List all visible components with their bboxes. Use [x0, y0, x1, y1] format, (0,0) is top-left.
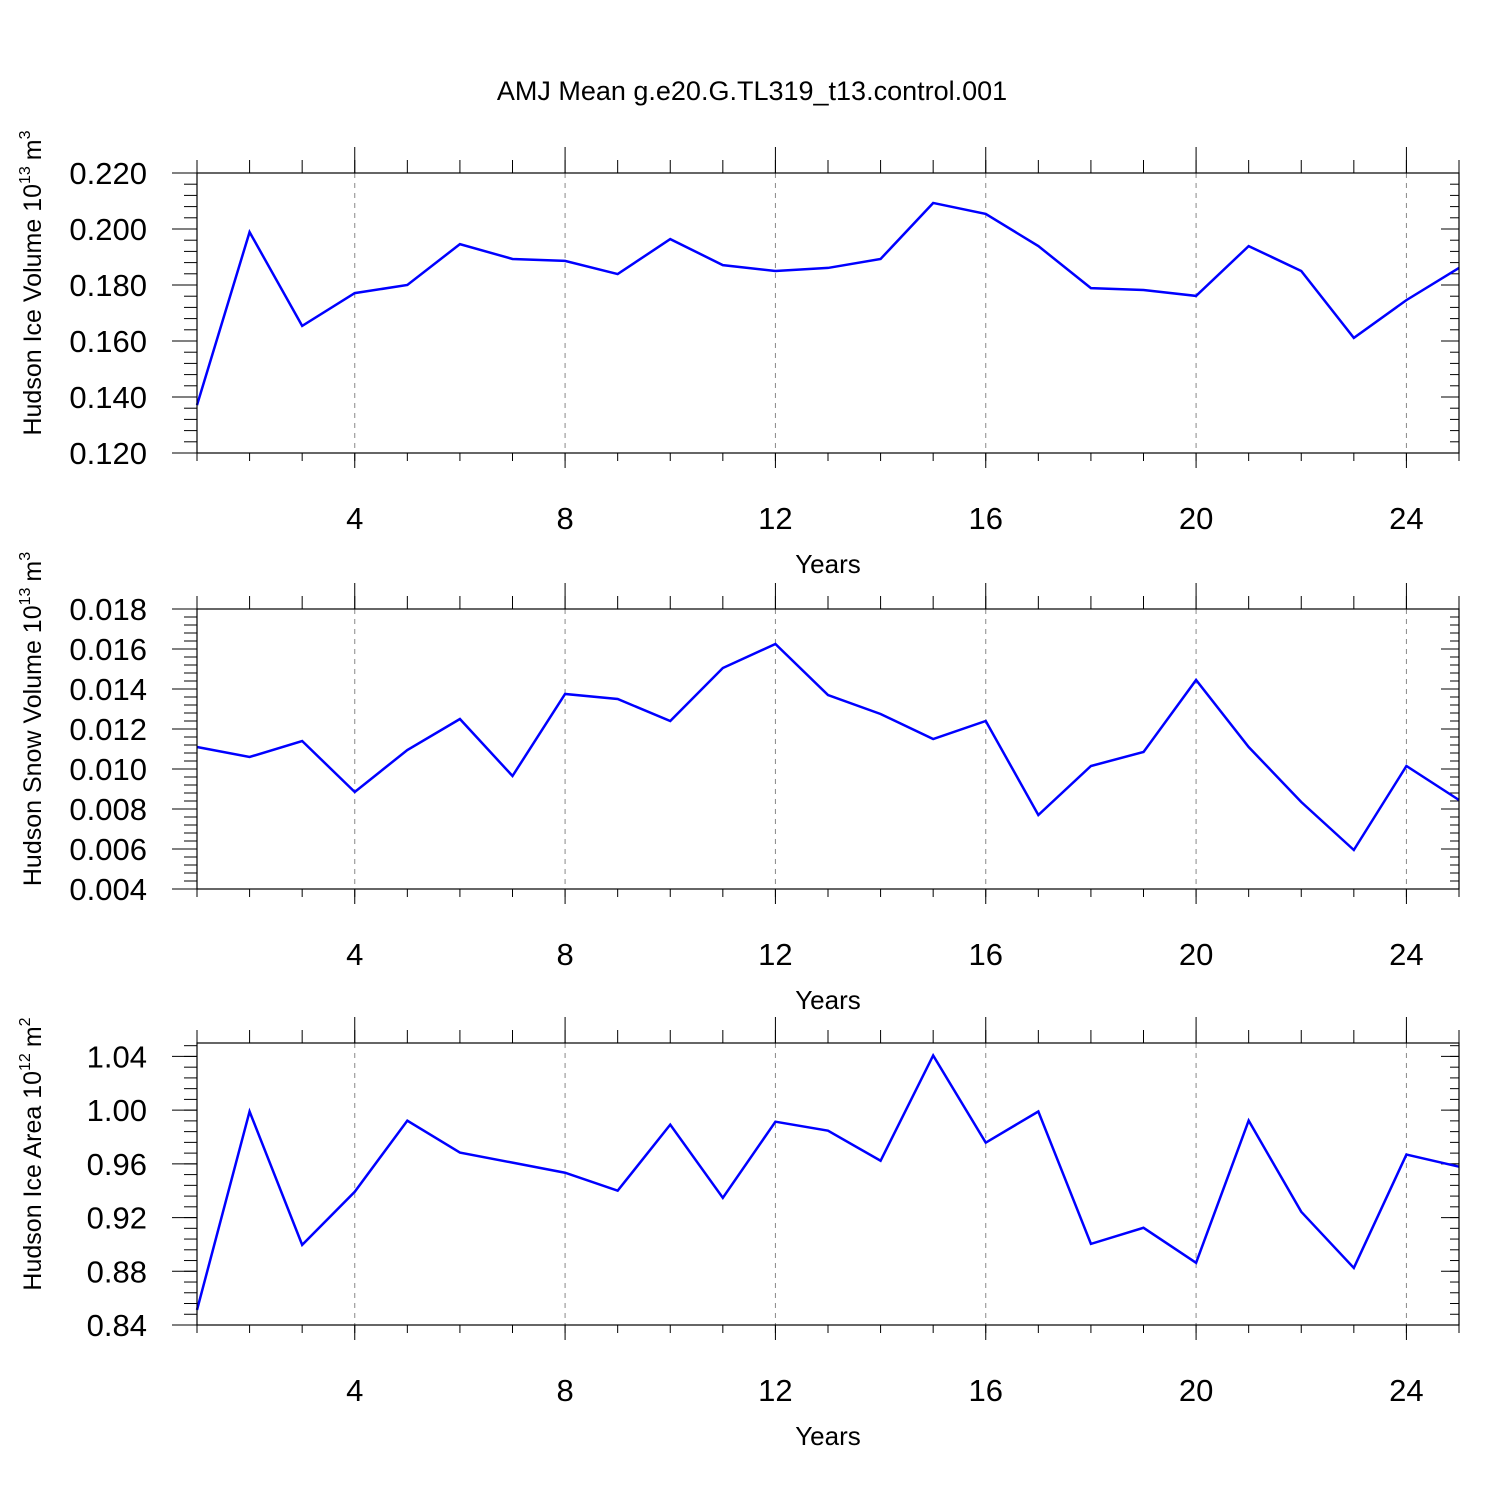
- x-axis-label: Years: [795, 1421, 861, 1451]
- y-axis-label-unit-power: 3: [17, 130, 34, 139]
- y-axis-label: Hudson Ice Volume 1013 m3: [17, 130, 47, 435]
- y-tick-label: 0.220: [69, 156, 147, 191]
- y-tick-label: 1.04: [87, 1039, 147, 1074]
- y-axis-label: Hudson Ice Area 1012 m2: [17, 1017, 47, 1290]
- x-tick-label: 4: [346, 501, 363, 536]
- y-tick-label: 0.120: [69, 436, 147, 471]
- data-line: [195, 201, 1460, 406]
- x-tick-label: 8: [556, 937, 573, 972]
- y-tick-label: 0.96: [87, 1147, 147, 1182]
- y-tick-label: 0.016: [69, 632, 147, 667]
- y-tick-label: 0.014: [69, 672, 147, 707]
- y-axis-label-text: Hudson Ice Volume 10: [19, 184, 47, 436]
- y-tick-label: 0.018: [69, 592, 147, 627]
- y-tick-label: 0.84: [87, 1308, 147, 1343]
- y-tick-label: 0.140: [69, 380, 147, 415]
- x-tick-label: 16: [969, 501, 1003, 536]
- y-axis-label-power: 12: [17, 1053, 34, 1071]
- y-axis-label-power: 13: [17, 166, 34, 184]
- data-line: [195, 1052, 1460, 1311]
- x-tick-label: 8: [556, 1373, 573, 1408]
- x-axis-label: Years: [795, 549, 861, 579]
- y-axis-label-power: 13: [17, 587, 34, 605]
- plot-frame: [196, 608, 1460, 890]
- x-axis-label: Years: [795, 985, 861, 1015]
- y-tick-label: 0.004: [69, 872, 147, 907]
- plot-frame: [196, 172, 1460, 454]
- x-tick-label: 4: [346, 937, 363, 972]
- y-axis-label-text: Hudson Ice Area 10: [19, 1071, 47, 1291]
- x-tick-label: 12: [758, 937, 792, 972]
- y-tick-label: 0.008: [69, 792, 147, 827]
- y-tick-label: 0.010: [69, 752, 147, 787]
- x-tick-label: 12: [758, 501, 792, 536]
- plot-frame: [196, 1042, 1460, 1326]
- y-axis-label-unit: m: [19, 139, 47, 160]
- y-axis-label-text: Hudson Snow Volume 10: [19, 605, 47, 886]
- y-axis-label-unit-power: 3: [17, 552, 34, 561]
- y-axis-label-unit: m: [19, 561, 47, 582]
- y-axis-label-unit-power: 2: [17, 1017, 34, 1026]
- y-tick-label: 0.200: [69, 212, 147, 247]
- y-tick-label: 0.92: [87, 1201, 147, 1236]
- x-tick-label: 4: [346, 1373, 363, 1408]
- x-tick-label: 16: [969, 937, 1003, 972]
- y-axis-label: Hudson Snow Volume 1013 m3: [17, 552, 47, 886]
- y-tick-label: 0.160: [69, 324, 147, 359]
- x-tick-label: 24: [1389, 937, 1423, 972]
- x-tick-label: 20: [1179, 937, 1213, 972]
- x-tick-label: 20: [1179, 1373, 1213, 1408]
- y-tick-label: 0.180: [69, 268, 147, 303]
- x-tick-label: 16: [969, 1373, 1003, 1408]
- y-tick-label: 0.88: [87, 1254, 147, 1289]
- x-tick-label: 12: [758, 1373, 792, 1408]
- x-tick-label: 8: [556, 501, 573, 536]
- y-tick-label: 0.006: [69, 832, 147, 867]
- x-tick-label: 20: [1179, 501, 1213, 536]
- chart-title: AMJ Mean g.e20.G.TL319_t13.control.001: [497, 76, 1007, 106]
- x-tick-label: 24: [1389, 501, 1423, 536]
- y-tick-label: 0.012: [69, 712, 147, 747]
- y-axis-label-unit: m: [19, 1026, 47, 1047]
- data-line: [196, 642, 1460, 852]
- y-tick-label: 1.00: [87, 1093, 147, 1128]
- x-tick-label: 24: [1389, 1373, 1423, 1408]
